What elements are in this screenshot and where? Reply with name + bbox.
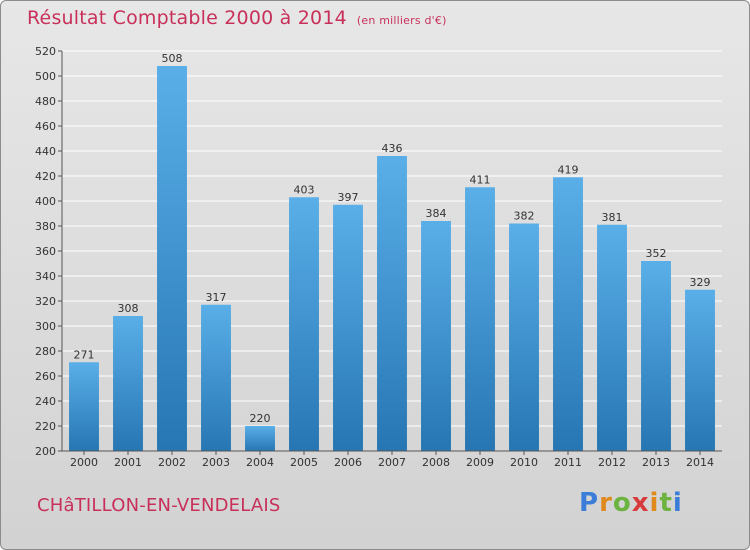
bar	[113, 316, 143, 451]
x-tick-label: 2000	[70, 456, 98, 469]
data-label: 382	[514, 210, 535, 223]
bar	[377, 156, 407, 451]
x-tick-label: 2014	[686, 456, 714, 469]
axes	[61, 51, 722, 452]
bars	[69, 66, 715, 451]
bar	[641, 261, 671, 451]
x-tick-label: 2010	[510, 456, 538, 469]
y-axis-ticks: 200 220 240 260 280 300 320 340 360 380 400 420 440 4…	[35, 45, 62, 458]
y-tick-label: 260	[35, 370, 56, 383]
data-label: 419	[558, 163, 579, 176]
data-label: 308	[118, 302, 139, 315]
y-tick-label: 400	[35, 195, 56, 208]
y-tick-label: 340	[35, 270, 56, 283]
y-tick-label: 220	[35, 420, 56, 433]
x-tick-label: 2005	[290, 456, 318, 469]
y-tick-label: 380	[35, 220, 56, 233]
data-label: 317	[206, 291, 227, 304]
x-tick-label: 2013	[642, 456, 670, 469]
data-label: 381	[602, 211, 623, 224]
data-label: 397	[338, 191, 359, 204]
bar	[333, 204, 363, 451]
data-label: 352	[646, 247, 667, 260]
data-labels: 271 308 508 317 220 403 397 436 384 411 382 419 381 3…	[74, 52, 711, 425]
x-tick-label: 2012	[598, 456, 626, 469]
x-tick-label: 2003	[202, 456, 230, 469]
location-name: CHâTILLON-EN-VENDELAIS	[37, 495, 281, 516]
y-tick-label: 320	[35, 295, 56, 308]
bar	[201, 304, 231, 451]
bar	[509, 223, 539, 451]
y-tick-label: 240	[35, 395, 56, 408]
proxiti-logo: Proxiti	[579, 488, 683, 518]
y-tick-label: 300	[35, 320, 56, 333]
y-tick-label: 420	[35, 170, 56, 183]
data-label: 329	[690, 276, 711, 289]
x-tick-label: 2011	[554, 456, 582, 469]
y-tick-label: 360	[35, 245, 56, 258]
x-tick-label: 2001	[114, 456, 142, 469]
bar	[421, 221, 451, 451]
y-tick-label: 280	[35, 345, 56, 358]
bar	[597, 224, 627, 451]
x-tick-label: 2006	[334, 456, 362, 469]
data-label: 220	[250, 412, 271, 425]
x-tick-label: 2009	[466, 456, 494, 469]
x-axis-ticks: 2000 2001 2002 2003 2004 2005 2006 2007 2008 2009…	[70, 451, 714, 469]
chart-title: Résultat Comptable 2000 à 2014 (en millie…	[27, 7, 447, 29]
y-tick-label: 200	[35, 445, 56, 458]
x-tick-label: 2008	[422, 456, 450, 469]
chart-subtitle: (en milliers d'€)	[356, 14, 447, 27]
bar	[69, 362, 99, 451]
bar-chart: 271 308 508 317 220 403 397 436 384 411 382 419 381 3…	[35, 45, 722, 469]
y-tick-label: 500	[35, 70, 56, 83]
bar	[685, 289, 715, 451]
data-label: 436	[382, 142, 403, 155]
x-tick-label: 2002	[158, 456, 186, 469]
data-label: 384	[426, 207, 447, 220]
data-label: 271	[74, 348, 95, 361]
y-tick-label: 520	[35, 45, 56, 58]
bar	[245, 426, 275, 451]
bar	[289, 197, 319, 451]
data-label: 411	[470, 173, 491, 186]
y-tick-label: 460	[35, 120, 56, 133]
y-tick-label: 480	[35, 95, 56, 108]
chart-title-text: Résultat Comptable 2000 à 2014	[27, 7, 347, 29]
x-tick-label: 2004	[246, 456, 274, 469]
bar	[157, 66, 187, 451]
data-label: 403	[294, 183, 315, 196]
x-tick-label: 2007	[378, 456, 406, 469]
bar	[553, 177, 583, 451]
bar	[465, 187, 495, 451]
data-label: 508	[162, 52, 183, 65]
y-tick-label: 440	[35, 145, 56, 158]
